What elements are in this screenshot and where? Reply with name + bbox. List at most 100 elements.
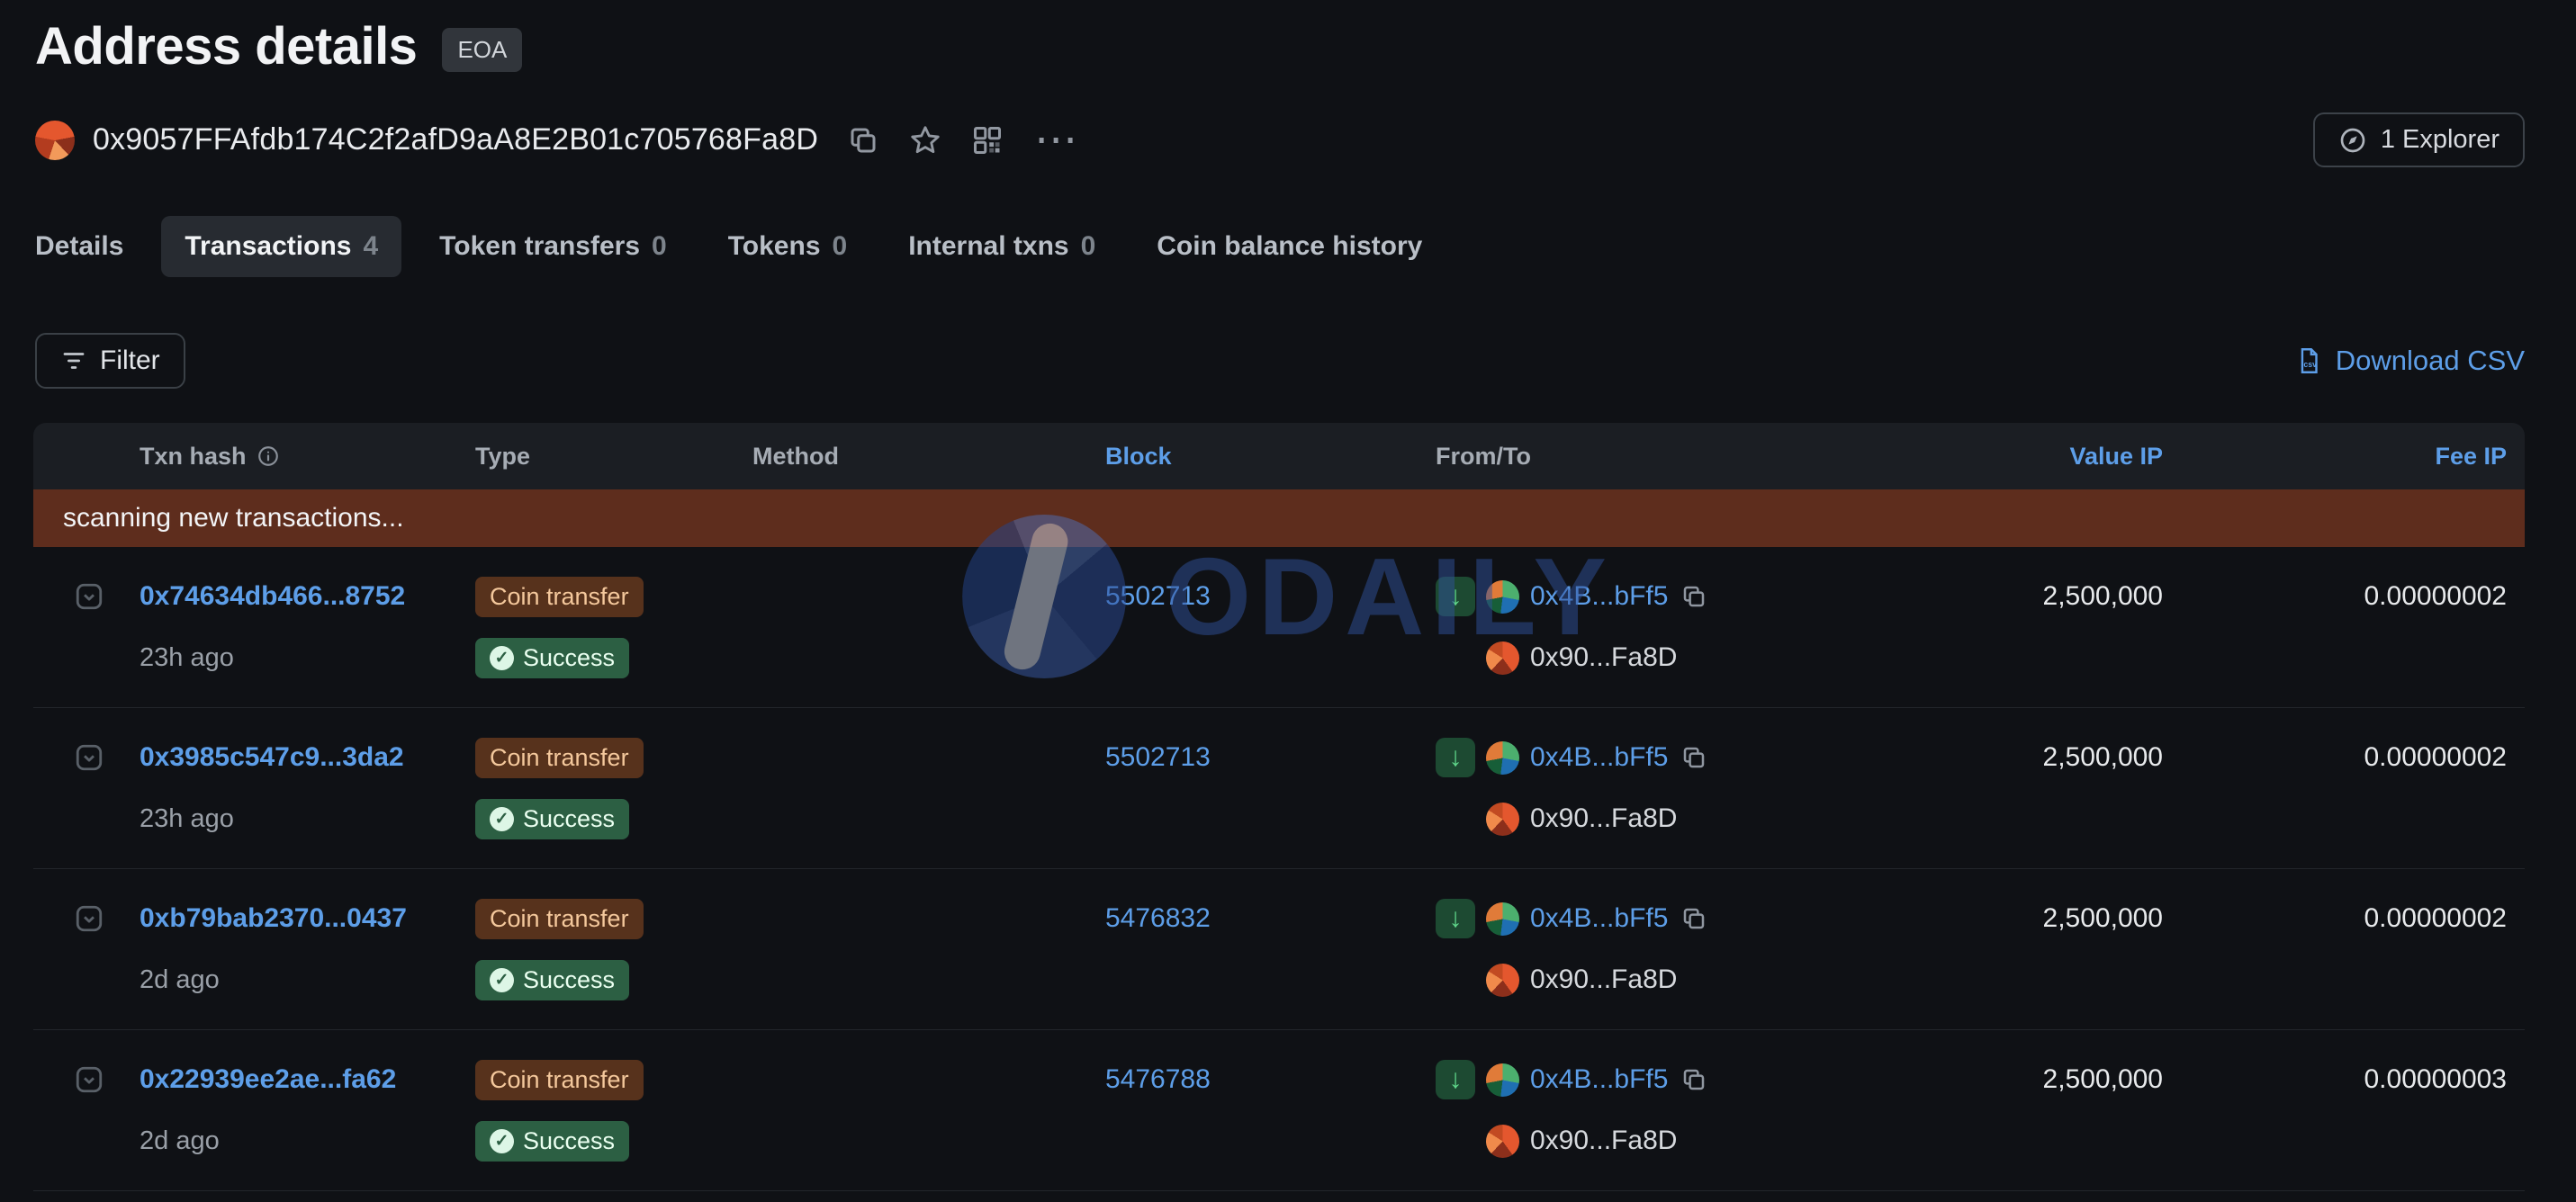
header-txn-hash: Txn hash xyxy=(140,443,475,471)
tab-label: Tokens xyxy=(727,231,821,261)
to-address: 0x90...Fa8D xyxy=(1530,1126,1678,1155)
incoming-arrow-icon: ↓ xyxy=(1436,577,1475,616)
scanning-banner: scanning new transactions... xyxy=(33,489,2525,547)
table-header-row: Txn hash Type Method Block From/To Value… xyxy=(33,423,2525,489)
header-from-to: From/To xyxy=(1436,442,1531,470)
copy-from-address-icon[interactable] xyxy=(1680,905,1707,932)
to-address-avatar xyxy=(1486,963,1519,997)
from-address-link[interactable]: 0x4B...bFf5 xyxy=(1530,903,1669,933)
from-address-avatar xyxy=(1486,579,1519,614)
to-address-avatar xyxy=(1486,802,1519,836)
tab-bar: Details Transactions 4 Token transfers 0… xyxy=(12,216,2525,277)
txn-value: 2,500,000 xyxy=(2042,903,2163,933)
from-address-link[interactable]: 0x4B...bFf5 xyxy=(1530,581,1669,611)
to-address-avatar xyxy=(1486,1124,1519,1158)
filter-icon xyxy=(63,353,85,369)
explorer-button[interactable]: 1 Explorer xyxy=(2312,112,2525,167)
txn-type-badge: Coin transfer xyxy=(475,737,644,778)
address-type-badge: EOA xyxy=(442,28,523,72)
method-cell xyxy=(752,1059,1105,1162)
txn-status-badge: ✓ Success xyxy=(475,637,630,678)
table-row: 0x22939ee2ae...fa62 2d ago Coin transfer… xyxy=(33,1030,2525,1191)
address-avatar xyxy=(35,120,75,160)
tab-internal-txns[interactable]: Internal txns 0 xyxy=(885,216,1119,277)
qr-code-icon[interactable] xyxy=(971,124,1004,157)
copy-from-address-icon[interactable] xyxy=(1680,1066,1707,1093)
download-csv-label: Download CSV xyxy=(2335,345,2525,376)
tab-count: 0 xyxy=(1080,231,1096,261)
txn-status-label: Success xyxy=(523,804,616,832)
from-address-link[interactable]: 0x4B...bFf5 xyxy=(1530,742,1669,772)
expand-transaction-icon[interactable] xyxy=(74,1064,104,1095)
from-address-link[interactable]: 0x4B...bFf5 xyxy=(1530,1064,1669,1094)
txn-status-badge: ✓ Success xyxy=(475,1120,630,1162)
copy-from-address-icon[interactable] xyxy=(1680,583,1707,610)
header-method: Method xyxy=(752,442,839,470)
tab-token-transfers[interactable]: Token transfers 0 xyxy=(416,216,690,277)
page-title: Address details xyxy=(35,17,418,76)
tab-count: 4 xyxy=(363,231,379,261)
to-address: 0x90...Fa8D xyxy=(1530,964,1678,994)
txn-status-badge: ✓ Success xyxy=(475,798,630,839)
block-link[interactable]: 5476788 xyxy=(1105,1064,1211,1094)
from-address-avatar xyxy=(1486,902,1519,936)
to-address: 0x90...Fa8D xyxy=(1530,803,1678,833)
txn-fee: 0.00000002 xyxy=(2364,742,2508,772)
method-cell xyxy=(752,737,1105,839)
txn-fee: 0.00000003 xyxy=(2364,1064,2508,1094)
incoming-arrow-icon: ↓ xyxy=(1436,1060,1475,1099)
txn-type-badge: Coin transfer xyxy=(475,1059,644,1100)
block-link[interactable]: 5502713 xyxy=(1105,581,1211,611)
txn-hash-link[interactable]: 0x3985c547c9...3da2 xyxy=(140,742,404,772)
success-check-icon: ✓ xyxy=(490,1128,514,1153)
address-row: 0x9057FFAfdb174C2f2afD9aA8E2B01c705768Fa… xyxy=(35,112,2525,167)
tab-tokens[interactable]: Tokens 0 xyxy=(705,216,871,277)
transactions-table: Txn hash Type Method Block From/To Value… xyxy=(33,423,2525,1191)
copy-from-address-icon[interactable] xyxy=(1680,744,1707,771)
block-link[interactable]: 5476832 xyxy=(1105,903,1211,933)
txn-value: 2,500,000 xyxy=(2042,1064,2163,1094)
tab-transactions[interactable]: Transactions 4 xyxy=(161,216,402,277)
address-hash: 0x9057FFAfdb174C2f2afD9aA8E2B01c705768Fa… xyxy=(93,122,819,157)
success-check-icon: ✓ xyxy=(490,645,514,670)
txn-type-badge: Coin transfer xyxy=(475,576,644,617)
header-block[interactable]: Block xyxy=(1105,442,1172,470)
copy-address-icon[interactable] xyxy=(847,124,879,157)
info-icon[interactable] xyxy=(257,444,280,468)
download-csv-link[interactable]: csv Download CSV xyxy=(2293,345,2525,377)
tab-label: Details xyxy=(35,231,124,261)
success-check-icon: ✓ xyxy=(490,967,514,992)
expand-transaction-icon[interactable] xyxy=(74,903,104,934)
block-link[interactable]: 5502713 xyxy=(1105,742,1211,772)
favorite-star-icon[interactable] xyxy=(908,123,942,157)
tab-coin-balance-history[interactable]: Coin balance history xyxy=(1133,216,1446,277)
expand-transaction-icon[interactable] xyxy=(74,581,104,612)
expand-transaction-icon[interactable] xyxy=(74,742,104,773)
tab-count: 0 xyxy=(652,231,667,261)
explorer-compass-icon xyxy=(2340,128,2365,152)
txn-age: 2d ago xyxy=(140,1126,220,1155)
method-cell xyxy=(752,898,1105,1000)
header-fee[interactable]: Fee IP xyxy=(2435,442,2507,470)
txn-hash-link[interactable]: 0x74634db466...8752 xyxy=(140,581,406,611)
filter-button-label: Filter xyxy=(100,345,160,375)
header-value[interactable]: Value IP xyxy=(2069,442,2163,470)
svg-text:csv: csv xyxy=(2303,360,2317,369)
txn-age: 23h ago xyxy=(140,803,234,833)
txn-value: 2,500,000 xyxy=(2042,742,2163,772)
tab-details[interactable]: Details xyxy=(12,216,147,277)
tab-label: Internal txns xyxy=(908,231,1069,261)
header-type: Type xyxy=(475,442,531,470)
txn-status-badge: ✓ Success xyxy=(475,959,630,1000)
txn-hash-link[interactable]: 0x22939ee2ae...fa62 xyxy=(140,1064,397,1094)
more-options-icon[interactable]: ⋯ xyxy=(1034,115,1080,164)
filter-button[interactable]: Filter xyxy=(35,333,185,389)
incoming-arrow-icon: ↓ xyxy=(1436,899,1475,938)
txn-type-badge: Coin transfer xyxy=(475,898,644,939)
txn-hash-link[interactable]: 0xb79bab2370...0437 xyxy=(140,903,407,933)
scanning-banner-text: scanning new transactions... xyxy=(63,503,404,533)
explorer-button-label: 1 Explorer xyxy=(2380,125,2499,154)
success-check-icon: ✓ xyxy=(490,806,514,831)
txn-fee: 0.00000002 xyxy=(2364,581,2508,611)
tab-label: Coin balance history xyxy=(1157,231,1423,261)
